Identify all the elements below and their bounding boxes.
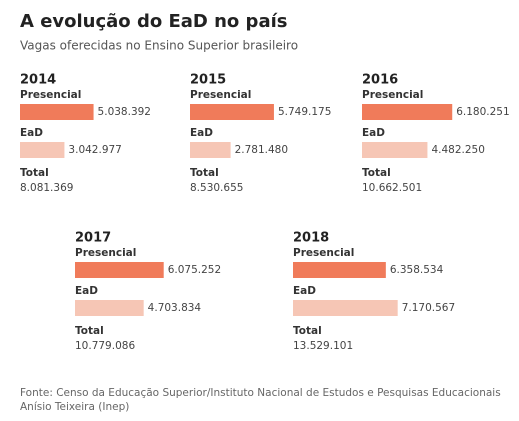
panel-title: 2017 — [75, 231, 111, 246]
subtitle: Vagas oferecidas no Ensino Superior bras… — [20, 39, 298, 53]
value-label: 5.749.175 — [278, 106, 331, 118]
panel-title: 2018 — [293, 231, 329, 246]
category-label: Presencial — [190, 89, 251, 101]
panel-title: 2014 — [20, 73, 56, 88]
value-label: 7.170.567 — [402, 302, 455, 314]
bar — [75, 300, 144, 316]
category-label: EaD — [293, 285, 316, 297]
category-label: EaD — [75, 285, 98, 297]
value-label: 4.703.834 — [148, 302, 202, 314]
category-label: EaD — [362, 127, 385, 139]
value-label: 6.358.534 — [390, 264, 444, 276]
bar — [362, 104, 453, 120]
category-label: EaD — [190, 127, 213, 139]
total-value: 8.530.655 — [190, 182, 243, 194]
total-label: Total — [362, 167, 391, 179]
total-value: 8.081.369 — [20, 182, 73, 194]
bar — [75, 262, 164, 278]
total-label: Total — [20, 167, 49, 179]
bar — [293, 300, 398, 316]
source: Fonte: Censo da Educação Superior/Instit… — [20, 387, 501, 399]
category-label: Presencial — [293, 247, 354, 259]
bar — [190, 104, 274, 120]
total-value: 10.662.501 — [362, 182, 422, 194]
total-label: Total — [75, 325, 104, 337]
bar — [20, 104, 94, 120]
value-label: 4.482.250 — [431, 144, 484, 156]
category-label: Presencial — [20, 89, 81, 101]
total-value: 10.779.086 — [75, 340, 135, 352]
total-label: Total — [293, 325, 322, 337]
bar — [362, 142, 428, 158]
category-label: EaD — [20, 127, 43, 139]
value-label: 6.180.251 — [456, 106, 509, 118]
value-label: 3.042.977 — [68, 144, 121, 156]
category-label: Presencial — [75, 247, 136, 259]
total-value: 13.529.101 — [293, 340, 353, 352]
panel-title: 2016 — [362, 73, 398, 88]
value-label: 5.038.392 — [98, 106, 151, 118]
bar — [190, 142, 231, 158]
value-label: 6.075.252 — [168, 264, 221, 276]
value-label: 2.781.480 — [235, 144, 288, 156]
bar — [293, 262, 386, 278]
source: Anísio Teixeira (Inep) — [20, 401, 129, 413]
total-label: Total — [190, 167, 219, 179]
panel-title: 2015 — [190, 73, 226, 88]
bar — [20, 142, 65, 158]
category-label: Presencial — [362, 89, 423, 101]
title: A evolução do EaD no país — [20, 11, 287, 32]
